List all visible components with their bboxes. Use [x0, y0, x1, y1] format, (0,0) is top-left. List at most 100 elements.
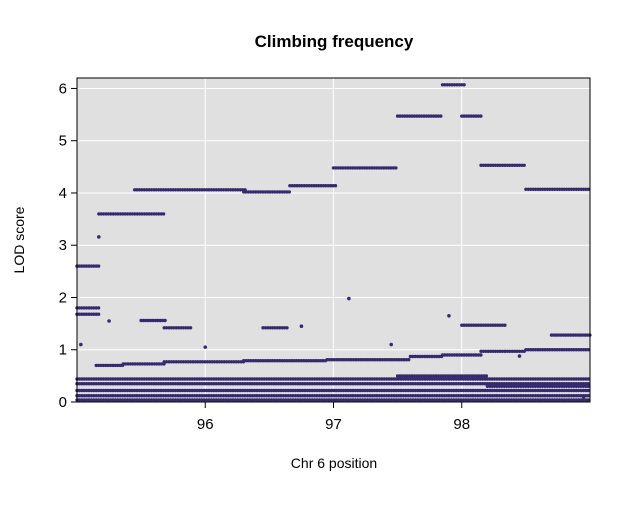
lod-point — [180, 388, 185, 393]
lod-max-point — [261, 190, 265, 194]
lod-point — [116, 382, 120, 386]
lod-max-point — [382, 166, 386, 170]
lod-max-point — [372, 166, 376, 170]
lod-max-point — [522, 163, 526, 167]
lod-point — [524, 388, 528, 393]
lod-point — [430, 398, 434, 402]
lod-point — [432, 388, 437, 393]
lod-point — [106, 398, 110, 402]
lod-point — [425, 382, 430, 386]
lod-max-point — [207, 188, 211, 192]
lod-point — [327, 398, 331, 402]
lod-point — [536, 384, 540, 388]
lod-point — [480, 377, 485, 381]
lod-point — [312, 377, 317, 381]
lod-point — [144, 388, 149, 393]
lod-point — [440, 382, 444, 386]
lod-point — [507, 377, 511, 381]
lod-point — [168, 394, 173, 398]
lod-max-point — [524, 187, 528, 191]
lod-point — [228, 394, 233, 398]
lod-point — [455, 374, 460, 378]
lod-point — [342, 358, 346, 362]
lod-point — [239, 360, 243, 364]
lod-max-point — [149, 212, 154, 216]
lod-point — [585, 333, 590, 337]
lod-point — [538, 377, 542, 381]
lod-point — [401, 398, 406, 402]
lod-point — [152, 388, 156, 393]
lod-point — [377, 388, 382, 393]
lod-point — [375, 358, 380, 362]
lod-point — [557, 384, 562, 388]
lod-point — [336, 394, 341, 398]
lod-point — [413, 382, 418, 386]
lod-max-point — [324, 184, 328, 188]
lod-max-point — [97, 212, 101, 216]
lod-max-point — [377, 166, 381, 170]
lod-point — [545, 377, 550, 381]
lod-point — [533, 348, 538, 352]
lod-point — [344, 394, 348, 398]
lod-point — [285, 359, 289, 363]
lod-point — [457, 353, 461, 357]
lod-point — [92, 306, 96, 310]
lod-point — [308, 394, 312, 398]
lod-point — [276, 398, 281, 402]
lod-point — [356, 382, 360, 386]
lod-max-point — [295, 184, 299, 188]
lod-point — [188, 377, 192, 381]
lod-point — [166, 388, 170, 393]
lod-point — [178, 398, 182, 402]
lod-point — [382, 394, 386, 398]
lod-point — [291, 394, 295, 398]
lod-point — [488, 382, 492, 386]
lod-point — [132, 388, 137, 393]
lod-point — [437, 388, 442, 393]
lod-point — [365, 382, 370, 386]
lod-point — [574, 388, 578, 393]
lod-point — [164, 388, 168, 393]
lod-point — [482, 374, 486, 378]
lod-point — [432, 398, 437, 402]
lod-point — [356, 398, 360, 402]
lod-point — [327, 382, 331, 386]
lod-point — [408, 382, 413, 386]
lod-point — [418, 377, 422, 381]
lod-point — [560, 394, 564, 398]
lod-point — [337, 358, 341, 362]
lod-point — [80, 394, 84, 398]
lod-point — [168, 377, 173, 381]
lod-point — [144, 318, 148, 323]
lod-point — [108, 388, 113, 393]
lod-point — [543, 382, 547, 386]
lod-point — [113, 394, 118, 398]
lod-point — [250, 394, 254, 398]
lod-point — [77, 388, 82, 393]
lod-point — [292, 359, 296, 363]
lod-point — [204, 388, 209, 393]
lod-point — [581, 382, 586, 386]
lod-point — [555, 398, 559, 402]
lod-point — [569, 377, 574, 381]
lod-point — [123, 388, 127, 393]
lod-point — [392, 377, 396, 381]
lod-point — [245, 398, 250, 402]
lod-point — [125, 377, 130, 381]
lod-point — [217, 360, 222, 364]
lod-point — [473, 394, 478, 398]
lod-point — [190, 382, 194, 386]
lod-point — [464, 353, 469, 357]
lod-point — [310, 377, 314, 381]
lod-point — [545, 394, 550, 398]
lod-point — [377, 394, 382, 398]
lod-point — [216, 388, 221, 393]
lod-point — [427, 354, 432, 359]
lod-point — [212, 388, 216, 393]
lod-point — [562, 348, 566, 352]
lod-point — [221, 388, 226, 393]
lod-max-point — [80, 264, 84, 268]
lod-point — [484, 349, 488, 353]
lod-point — [336, 377, 341, 381]
lod-point — [552, 333, 556, 337]
